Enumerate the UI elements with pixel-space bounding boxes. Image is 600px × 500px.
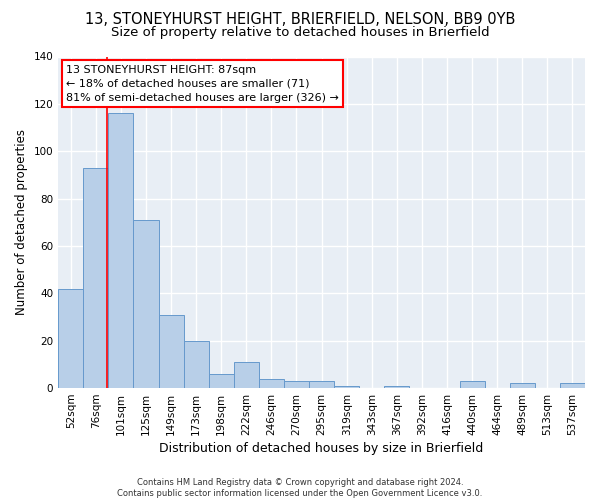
Bar: [133, 220, 158, 388]
Bar: [234, 362, 259, 388]
Bar: [184, 340, 209, 388]
Bar: [158, 314, 184, 388]
Bar: [309, 381, 334, 388]
Bar: [58, 288, 83, 388]
Bar: [284, 381, 309, 388]
Text: 13, STONEYHURST HEIGHT, BRIERFIELD, NELSON, BB9 0YB: 13, STONEYHURST HEIGHT, BRIERFIELD, NELS…: [85, 12, 515, 28]
Bar: [460, 381, 485, 388]
Bar: [334, 386, 359, 388]
Text: Size of property relative to detached houses in Brierfield: Size of property relative to detached ho…: [110, 26, 490, 39]
Y-axis label: Number of detached properties: Number of detached properties: [15, 130, 28, 316]
Bar: [83, 168, 109, 388]
Bar: [385, 386, 409, 388]
X-axis label: Distribution of detached houses by size in Brierfield: Distribution of detached houses by size …: [160, 442, 484, 455]
Bar: [209, 374, 234, 388]
Text: 13 STONEYHURST HEIGHT: 87sqm
← 18% of detached houses are smaller (71)
81% of se: 13 STONEYHURST HEIGHT: 87sqm ← 18% of de…: [66, 65, 339, 103]
Text: Contains HM Land Registry data © Crown copyright and database right 2024.
Contai: Contains HM Land Registry data © Crown c…: [118, 478, 482, 498]
Bar: [510, 384, 535, 388]
Bar: [560, 384, 585, 388]
Bar: [259, 378, 284, 388]
Bar: [109, 114, 133, 388]
